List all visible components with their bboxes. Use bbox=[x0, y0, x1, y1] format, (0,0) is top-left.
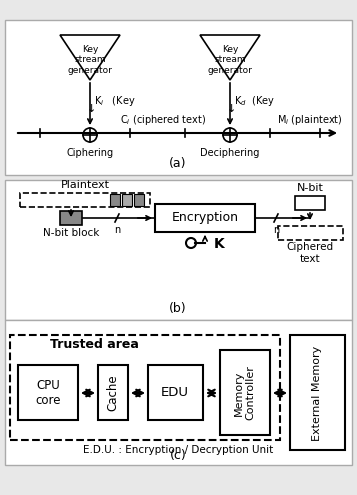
Bar bbox=[134, 194, 144, 206]
Text: Ciphering: Ciphering bbox=[66, 148, 114, 158]
Text: Memory
Controller: Memory Controller bbox=[234, 366, 256, 420]
FancyBboxPatch shape bbox=[10, 335, 280, 440]
Text: E.D.U. : Encryption / Decryption Unit: E.D.U. : Encryption / Decryption Unit bbox=[83, 445, 273, 455]
Text: N-bit: N-bit bbox=[297, 183, 323, 193]
FancyBboxPatch shape bbox=[290, 335, 345, 450]
Text: M$_i$ (plaintext): M$_i$ (plaintext) bbox=[277, 113, 343, 127]
Text: C$_i$ (ciphered text): C$_i$ (ciphered text) bbox=[120, 113, 206, 127]
Text: $\mathbf{K}$: $\mathbf{K}$ bbox=[213, 237, 226, 251]
Text: n: n bbox=[273, 225, 279, 235]
Bar bbox=[122, 194, 132, 206]
Text: EDU: EDU bbox=[161, 387, 189, 399]
Text: Key
stream
generator: Key stream generator bbox=[207, 45, 252, 75]
Text: K$_i$   (Key: K$_i$ (Key bbox=[94, 94, 136, 108]
Text: (c): (c) bbox=[170, 449, 186, 462]
FancyBboxPatch shape bbox=[220, 350, 270, 435]
Text: (b): (b) bbox=[169, 302, 187, 315]
Text: Ciphered
text: Ciphered text bbox=[286, 242, 333, 264]
Text: (a): (a) bbox=[169, 157, 187, 170]
FancyBboxPatch shape bbox=[98, 365, 128, 420]
FancyBboxPatch shape bbox=[5, 20, 352, 175]
Text: Key
stream
generator: Key stream generator bbox=[67, 45, 112, 75]
FancyBboxPatch shape bbox=[155, 204, 255, 232]
Text: ↓: ↓ bbox=[226, 104, 236, 114]
Text: ↓: ↓ bbox=[86, 104, 96, 114]
Text: External Memory: External Memory bbox=[312, 346, 322, 441]
Text: K$_d$  (Key: K$_d$ (Key bbox=[234, 94, 275, 108]
Text: CPU
core: CPU core bbox=[35, 379, 61, 407]
FancyBboxPatch shape bbox=[278, 226, 343, 240]
Text: n: n bbox=[114, 225, 120, 235]
Text: N-bit block: N-bit block bbox=[43, 228, 99, 238]
Text: Deciphering: Deciphering bbox=[200, 148, 260, 158]
FancyBboxPatch shape bbox=[5, 180, 352, 320]
Bar bbox=[110, 194, 120, 206]
FancyBboxPatch shape bbox=[20, 193, 150, 207]
Bar bbox=[295, 196, 325, 210]
Text: Plaintext: Plaintext bbox=[60, 180, 110, 190]
Text: Trusted area: Trusted area bbox=[50, 338, 139, 351]
FancyBboxPatch shape bbox=[18, 365, 78, 420]
FancyBboxPatch shape bbox=[5, 320, 352, 465]
Text: Cache: Cache bbox=[106, 375, 120, 411]
Text: Encryption: Encryption bbox=[171, 211, 238, 225]
Bar bbox=[60, 211, 82, 225]
FancyBboxPatch shape bbox=[148, 365, 203, 420]
